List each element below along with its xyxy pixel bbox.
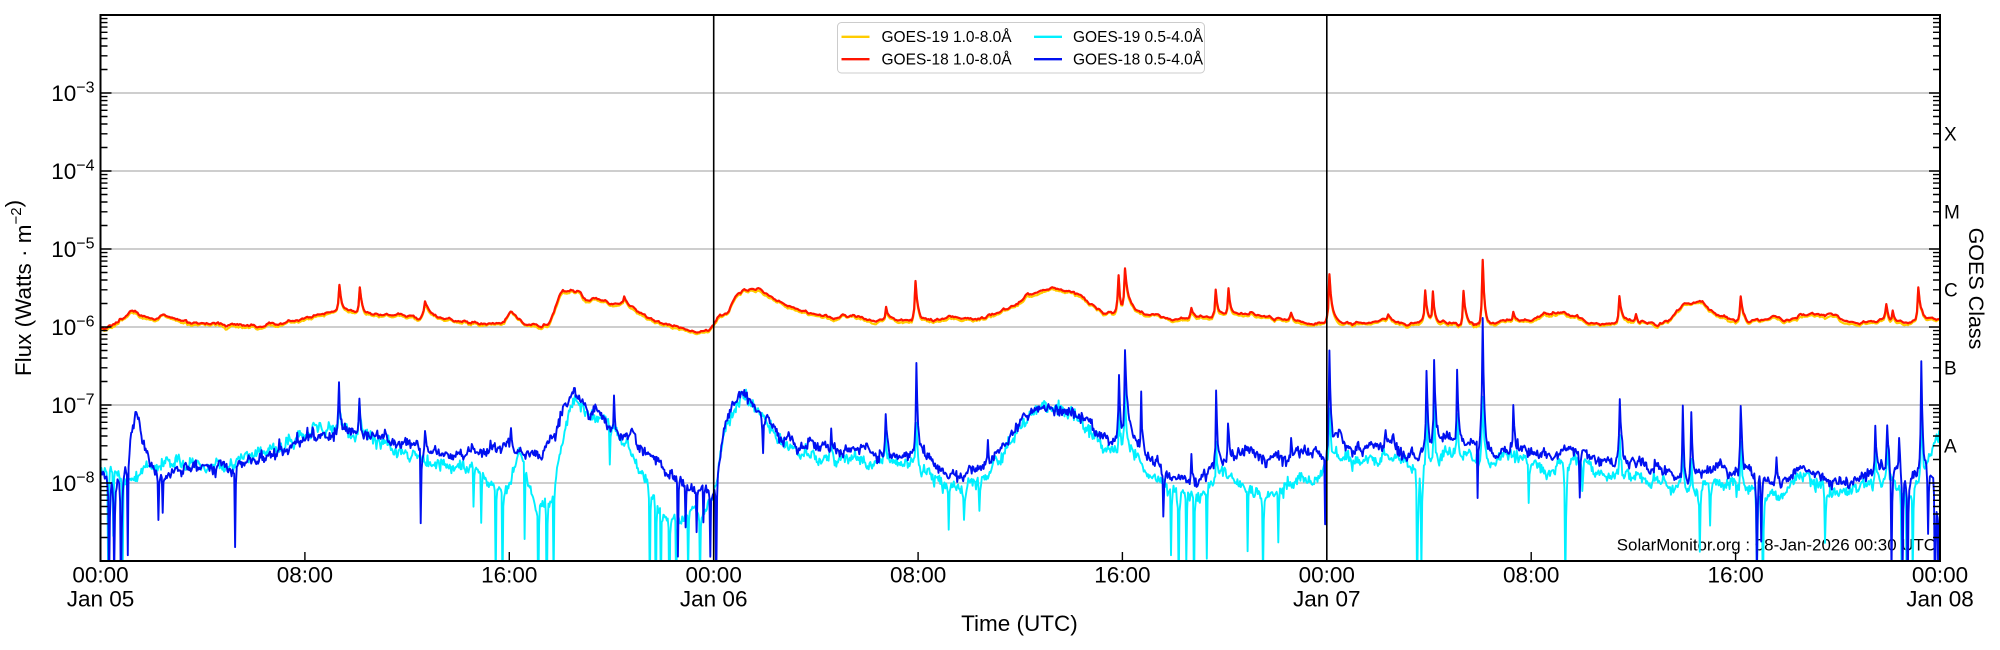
svg-text:Jan 07: Jan 07 [1293, 587, 1361, 612]
svg-text:08:00: 08:00 [277, 563, 333, 588]
svg-text:GOES-18 1.0-8.0Å: GOES-18 1.0-8.0Å [882, 51, 1013, 68]
svg-text:M: M [1944, 203, 1960, 224]
svg-text:16:00: 16:00 [1094, 563, 1150, 588]
svg-text:GOES-19 1.0-8.0Å: GOES-19 1.0-8.0Å [882, 29, 1013, 46]
svg-text:00:00: 00:00 [1912, 563, 1968, 588]
svg-text:Jan 08: Jan 08 [1906, 587, 1974, 612]
svg-text:00:00: 00:00 [686, 563, 742, 588]
svg-text:08:00: 08:00 [1503, 563, 1559, 588]
svg-text:SolarMonitor.org : 08-Jan-2026: SolarMonitor.org : 08-Jan-2026 00:30 UTC [1617, 536, 1936, 555]
svg-text:00:00: 00:00 [72, 563, 128, 588]
svg-text:Time (UTC): Time (UTC) [961, 611, 1078, 636]
svg-text:B: B [1944, 359, 1957, 380]
svg-text:X: X [1944, 125, 1957, 146]
svg-text:08:00: 08:00 [890, 563, 946, 588]
svg-text:10−3: 10−3 [51, 80, 94, 107]
svg-text:00:00: 00:00 [1299, 563, 1355, 588]
svg-text:A: A [1944, 437, 1957, 458]
svg-text:Jan 05: Jan 05 [67, 587, 135, 612]
svg-text:GOES-18 0.5-4.0Å: GOES-18 0.5-4.0Å [1073, 51, 1204, 68]
svg-text:C: C [1944, 281, 1958, 302]
svg-text:16:00: 16:00 [481, 563, 537, 588]
svg-text:10−6: 10−6 [51, 314, 94, 341]
svg-text:10−4: 10−4 [51, 158, 94, 185]
svg-text:10−8: 10−8 [51, 470, 94, 497]
svg-text:GOES Class: GOES Class [1964, 228, 1988, 350]
svg-text:16:00: 16:00 [1707, 563, 1763, 588]
svg-text:Jan 06: Jan 06 [680, 587, 748, 612]
svg-text:GOES-19 0.5-4.0Å: GOES-19 0.5-4.0Å [1073, 29, 1204, 46]
